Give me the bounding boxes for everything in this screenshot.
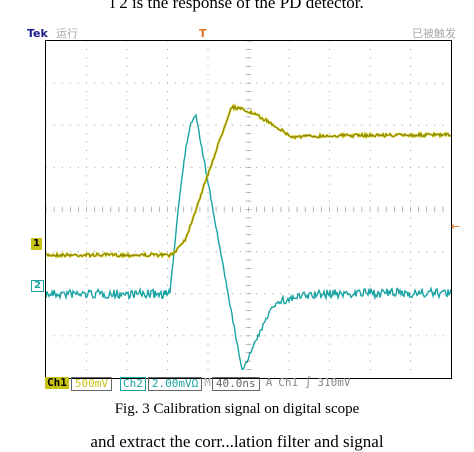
waveform-graticule [46,41,451,371]
trigger-mode: A [265,376,273,389]
ch2-scale: 2.00mVΩ [147,377,203,391]
ch1-waveform [46,102,451,259]
timebase-scale: 40.0ns [211,377,260,391]
ch2-waveform [46,113,451,371]
footer-text: and extract the corr...lation filter and… [90,432,384,451]
timebase-prefix: M [204,376,211,389]
ch1-scale: 500mV [70,377,112,391]
graticule-grid [46,41,444,371]
oscilloscope-display: Tek 运行 T 已被触发 1 2 ← Ch1 500mV Ch2 2.00mVΩ M 4… [26,26,460,391]
scope-status-bar: Tek 运行 T 已被触发 [26,26,460,42]
ch1-label: Ch1 [45,376,69,389]
ch2-ground-marker: 2 [31,280,44,292]
run-state: 运行 [56,27,78,40]
trigger-level: 310mV [317,376,351,389]
ch2-label: Ch2 [120,377,146,391]
waveform-screen [45,40,452,379]
brand-logo: Tek [27,27,48,40]
ch1-ground-marker: 1 [31,238,42,250]
trigger-level-marker: ← [450,220,460,233]
ch1-waveform-core [46,105,451,258]
scope-readout-bar: Ch1 500mV Ch2 2.00mVΩ M 40.0ns A Ch1 ∫ 310mV [45,376,452,391]
trigger-source: Ch1 ∫ [278,376,312,389]
acquisition-state: 已被触发 [412,27,456,40]
header-text: l 2 is the response of the PD detector. [110,0,364,12]
figure-caption: Fig. 3 Calibration signal on digital sco… [114,401,360,417]
trigger-position-marker: T [199,27,207,40]
